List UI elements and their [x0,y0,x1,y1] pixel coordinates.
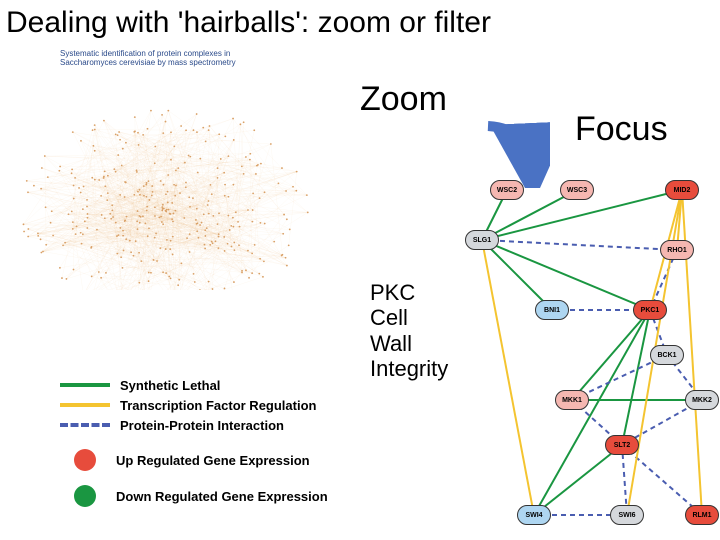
focus-label: Focus [575,110,668,149]
network-node-slt2: SLT2 [605,435,639,455]
network-node-swi6: SWI6 [610,505,644,525]
zoom-label: Zoom [360,80,447,119]
network-node-mkk1: MKK1 [555,390,589,410]
hairball-svg [10,50,320,290]
legend-circle-row: Down Regulated Gene Expression [60,485,328,507]
network-node-slg1: SLG1 [465,230,499,250]
network-node-mid2: MID2 [665,180,699,200]
slide-title: Dealing with 'hairballs': zoom or filter [6,6,491,40]
network-node-bni1: BNI1 [535,300,569,320]
pkc-label: PKCCellWallIntegrity [370,280,448,381]
network-node-bck1: BCK1 [650,345,684,365]
legend-line-row: Transcription Factor Regulation [60,395,328,415]
network-node-pkc1: PKC1 [633,300,667,320]
zoom-arrow [480,118,550,188]
network-node-mkk2: MKK2 [685,390,719,410]
network-node-wsc3: WSC3 [560,180,594,200]
hairball-caption: Systematic identification of protein com… [60,50,236,68]
legend-line-row: Synthetic Lethal [60,375,328,395]
focus-network: WSC2WSC3MID2SLG1RHO1BNI1PKC1BCK1MKK1MKK2… [455,180,715,530]
network-node-rho1: RHO1 [660,240,694,260]
hairball-network: Systematic identification of protein com… [10,50,320,290]
network-node-swi4: SWI4 [517,505,551,525]
legend-circle-row: Up Regulated Gene Expression [60,449,328,471]
network-node-rlm1: RLM1 [685,505,719,525]
legend: Synthetic LethalTranscription Factor Reg… [60,375,328,507]
legend-line-row: Protein-Protein Interaction [60,415,328,435]
network-node-wsc2: WSC2 [490,180,524,200]
